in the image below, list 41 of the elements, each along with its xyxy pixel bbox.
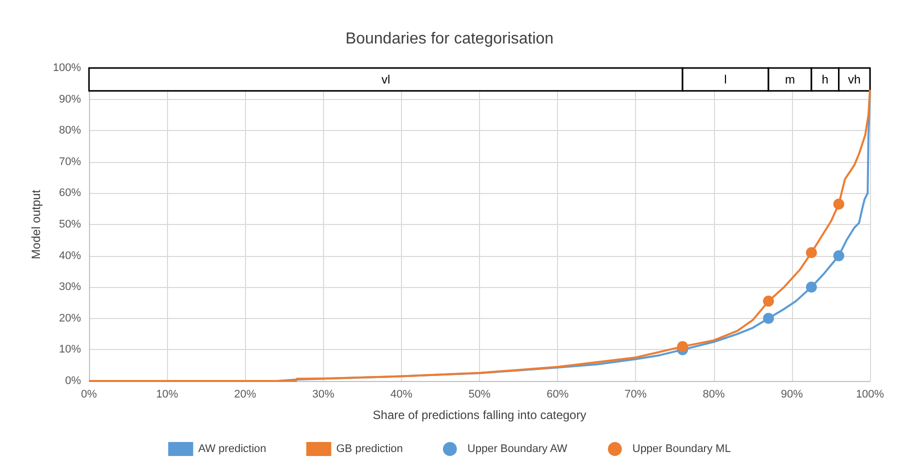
x-tick-label: 60% — [546, 388, 569, 400]
band-label: vh — [848, 72, 861, 86]
band-label: vl — [381, 72, 390, 86]
y-tick-label: 50% — [58, 218, 82, 230]
legend-label: GB prediction — [336, 443, 403, 455]
y-tick-label: 0% — [65, 375, 82, 387]
point — [833, 198, 844, 210]
legend-label: Upper Boundary AW — [467, 443, 568, 455]
point — [806, 247, 817, 258]
legend-label: AW prediction — [198, 443, 266, 455]
point — [677, 341, 688, 352]
y-tick-label: 40% — [58, 250, 82, 262]
band-label: h — [822, 72, 828, 86]
x-tick-label: 100% — [856, 388, 884, 400]
point — [806, 282, 817, 293]
y-tick-label: 10% — [58, 344, 82, 356]
x-tick-label: 90% — [780, 388, 804, 400]
x-tick-label: 10% — [156, 388, 178, 400]
x-axis-title: Share of predictions falling into category — [372, 408, 586, 422]
x-tick-label: 0% — [81, 388, 98, 400]
point — [833, 250, 844, 262]
y-tick-label: 60% — [58, 187, 82, 200]
x-tick-label: 20% — [234, 388, 256, 400]
y-tick-label: 100% — [52, 62, 82, 74]
point — [762, 312, 774, 324]
legend-label: Upper Boundary ML — [632, 443, 731, 455]
y-tick-label: 30% — [58, 281, 82, 294]
y-axis-title: Model output — [28, 189, 43, 260]
y-tick-label: 90% — [58, 93, 82, 106]
x-tick-label: 80% — [702, 388, 726, 400]
y-tick-label: 70% — [58, 156, 82, 168]
point — [762, 296, 774, 307]
x-tick-label: 70% — [624, 388, 647, 400]
x-tick-label: 50% — [468, 388, 491, 400]
x-tick-label: 40% — [390, 388, 413, 400]
band-label: l — [724, 72, 727, 86]
band-label: m — [784, 72, 795, 86]
chart-title: Boundaries for categorisation — [345, 30, 554, 48]
x-tick-label: 30% — [312, 388, 335, 400]
y-tick-label: 80% — [58, 124, 82, 137]
y-tick-label: 20% — [58, 312, 82, 324]
